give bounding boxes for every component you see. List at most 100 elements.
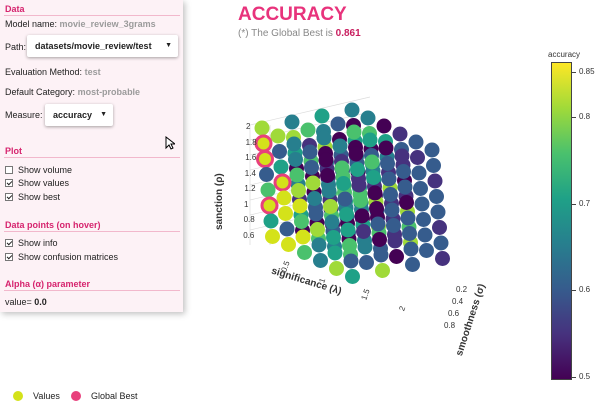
data-point[interactable]: [353, 193, 368, 208]
data-point[interactable]: [411, 165, 427, 181]
data-point[interactable]: [357, 239, 373, 255]
data-point[interactable]: [321, 183, 337, 199]
data-point[interactable]: [403, 241, 419, 257]
data-point[interactable]: [263, 213, 279, 229]
data-point[interactable]: [297, 245, 312, 260]
data-point[interactable]: [370, 216, 386, 232]
data-point[interactable]: [305, 175, 321, 191]
data-point[interactable]: [394, 148, 410, 164]
data-point[interactable]: [323, 199, 338, 214]
data-point[interactable]: [380, 156, 395, 171]
data-point[interactable]: [396, 164, 411, 179]
data-point[interactable]: [414, 196, 430, 212]
data-point[interactable]: [350, 162, 365, 177]
data-point[interactable]: [386, 218, 401, 233]
data-point[interactable]: [279, 221, 295, 237]
show-values-checkbox[interactable]: Show values: [5, 178, 69, 188]
data-point[interactable]: [362, 132, 378, 148]
data-point[interactable]: [378, 140, 394, 156]
data-point[interactable]: [399, 195, 414, 210]
data-point[interactable]: [311, 237, 327, 253]
data-point[interactable]: [410, 150, 425, 165]
data-point[interactable]: [345, 269, 360, 284]
data-point[interactable]: [336, 176, 351, 191]
global-best-point[interactable]: [260, 196, 279, 215]
show-volume-checkbox[interactable]: Show volume: [5, 165, 72, 175]
data-point[interactable]: [375, 263, 390, 278]
data-point[interactable]: [310, 222, 325, 237]
data-point[interactable]: [292, 198, 308, 214]
data-point[interactable]: [313, 253, 328, 268]
data-point[interactable]: [348, 146, 364, 162]
data-point[interactable]: [366, 170, 381, 185]
data-point[interactable]: [330, 116, 346, 132]
data-point[interactable]: [326, 230, 341, 245]
data-point[interactable]: [276, 190, 292, 206]
data-point[interactable]: [329, 261, 344, 276]
data-point[interactable]: [324, 214, 340, 230]
data-point[interactable]: [334, 160, 350, 176]
data-point[interactable]: [354, 208, 370, 224]
data-point[interactable]: [369, 201, 384, 216]
data-point[interactable]: [419, 243, 434, 258]
data-point[interactable]: [413, 181, 428, 196]
data-point[interactable]: [300, 122, 316, 138]
data-point[interactable]: [343, 253, 359, 269]
show-confusion-checkbox[interactable]: Show confusion matrices: [5, 252, 118, 262]
data-point[interactable]: [281, 237, 296, 252]
data-point[interactable]: [435, 251, 450, 266]
data-point[interactable]: [416, 212, 431, 227]
data-point[interactable]: [397, 179, 413, 195]
data-point[interactable]: [265, 229, 280, 244]
data-point[interactable]: [295, 229, 311, 245]
data-point[interactable]: [356, 224, 371, 239]
data-point[interactable]: [376, 118, 392, 134]
data-point[interactable]: [327, 245, 343, 261]
scatter-3d-plot[interactable]: [220, 95, 540, 365]
data-point[interactable]: [308, 206, 324, 222]
data-point[interactable]: [254, 120, 270, 136]
global-best-point[interactable]: [254, 134, 273, 153]
data-point[interactable]: [259, 167, 274, 182]
data-point[interactable]: [307, 191, 322, 206]
data-point[interactable]: [432, 220, 447, 235]
data-point[interactable]: [332, 138, 348, 154]
data-point[interactable]: [426, 158, 441, 173]
data-point[interactable]: [424, 142, 440, 158]
data-point[interactable]: [373, 247, 389, 263]
data-point[interactable]: [272, 144, 287, 159]
data-point[interactable]: [288, 152, 303, 167]
data-point[interactable]: [359, 255, 374, 270]
data-point[interactable]: [314, 108, 330, 124]
data-point[interactable]: [381, 171, 397, 187]
data-point[interactable]: [270, 128, 286, 144]
data-point[interactable]: [400, 210, 416, 226]
data-point[interactable]: [430, 204, 446, 220]
data-point[interactable]: [351, 177, 367, 193]
data-point[interactable]: [340, 222, 356, 238]
path-select[interactable]: datasets/movie_review/test ▼: [27, 35, 178, 57]
data-point[interactable]: [284, 114, 300, 130]
data-point[interactable]: [360, 110, 376, 126]
data-point[interactable]: [294, 214, 309, 229]
data-point[interactable]: [384, 202, 400, 218]
data-point[interactable]: [260, 182, 276, 198]
data-point[interactable]: [316, 130, 332, 146]
data-point[interactable]: [278, 206, 293, 221]
data-point[interactable]: [372, 232, 387, 247]
data-point[interactable]: [367, 185, 383, 201]
global-best-point[interactable]: [256, 150, 274, 168]
data-point[interactable]: [433, 235, 449, 251]
data-point[interactable]: [273, 159, 289, 175]
data-point[interactable]: [402, 226, 417, 241]
show-info-checkbox[interactable]: Show info: [5, 238, 58, 248]
legend-values[interactable]: Values: [13, 391, 60, 401]
global-best-point[interactable]: [273, 173, 292, 192]
data-point[interactable]: [286, 136, 302, 152]
data-point[interactable]: [429, 189, 444, 204]
data-point[interactable]: [304, 160, 319, 175]
data-point[interactable]: [427, 173, 443, 189]
data-point[interactable]: [291, 183, 306, 198]
data-point[interactable]: [320, 168, 335, 183]
data-point[interactable]: [417, 227, 433, 243]
